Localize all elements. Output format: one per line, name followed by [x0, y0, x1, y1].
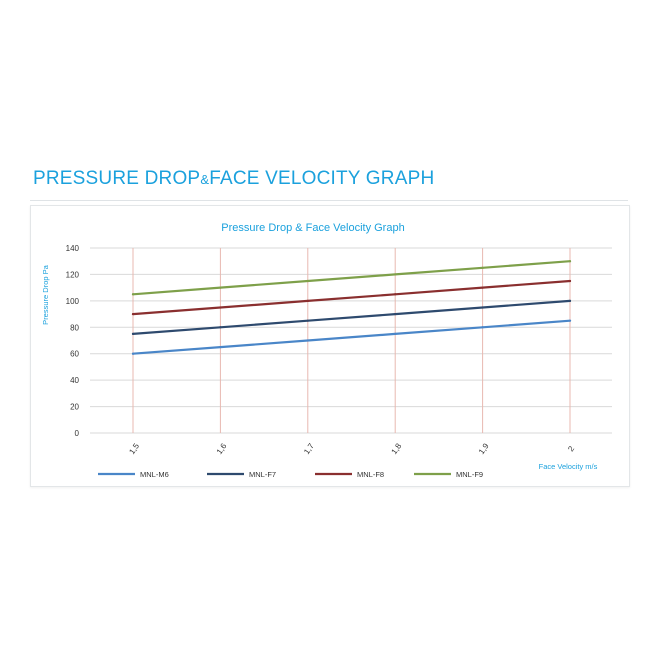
- data-point-mnl-f8: [306, 299, 309, 302]
- series-line-mnl-f7: [131, 299, 572, 335]
- y-tick-label: 20: [70, 403, 79, 412]
- x-tick-label: 1,7: [302, 441, 316, 456]
- heading-part1: PRESSURE DROP: [33, 168, 201, 189]
- data-point-mnl-f9: [219, 286, 222, 289]
- data-point-mnl-f8: [219, 306, 222, 309]
- chart-title: Pressure Drop & Face Velocity Graph: [221, 222, 404, 234]
- data-point-mnl-m6: [131, 352, 135, 355]
- data-point-mnl-f7: [481, 306, 484, 309]
- data-point-mnl-f7: [131, 332, 135, 335]
- x-axis-label: Face Velocity m/s: [539, 462, 598, 471]
- legend-label: MNL-F8: [357, 470, 384, 479]
- data-point-mnl-m6: [394, 332, 397, 335]
- legend-label: MNL-F9: [456, 470, 483, 479]
- data-point-mnl-f8: [131, 312, 135, 316]
- heading-part2: FACE VELOCITY GRAPH: [209, 168, 435, 189]
- legend-label: MNL-F7: [249, 470, 276, 479]
- data-point-mnl-f7: [394, 312, 397, 316]
- y-tick-label: 100: [66, 297, 80, 306]
- data-point-mnl-m6: [481, 326, 484, 329]
- data-point-mnl-m6: [306, 339, 309, 342]
- data-point-mnl-m6: [568, 319, 572, 322]
- y-tick-label: 0: [75, 429, 80, 438]
- data-point-mnl-f7: [306, 319, 309, 322]
- x-tick-label: 2: [566, 444, 576, 453]
- series-line-mnl-m6: [131, 319, 572, 355]
- legend-label: MNL-M6: [140, 470, 169, 479]
- data-point-mnl-f8: [481, 286, 484, 289]
- y-tick-label: 120: [66, 270, 80, 279]
- y-tick-label: 60: [70, 350, 79, 359]
- series-line-mnl-f8: [131, 279, 572, 316]
- data-point-mnl-f9: [131, 293, 135, 296]
- data-point-mnl-f9: [481, 266, 484, 269]
- x-tick-label: 1,9: [477, 441, 491, 456]
- data-point-mnl-m6: [219, 346, 222, 349]
- y-tick-label: 140: [66, 244, 80, 253]
- x-tick-label: 1,6: [215, 441, 229, 456]
- data-point-mnl-f8: [568, 279, 572, 283]
- y-axis-label: Pressure Drop Pa: [41, 264, 50, 324]
- data-point-mnl-f7: [219, 326, 222, 329]
- data-point-mnl-f9: [394, 273, 397, 276]
- x-tick-label: 1,8: [390, 441, 404, 456]
- data-point-mnl-f7: [568, 299, 572, 302]
- data-point-mnl-f9: [568, 260, 572, 263]
- page-heading: PRESSURE DROP&FACE VELOCITY GRAPH: [33, 168, 434, 190]
- chart-frame: [30, 205, 630, 487]
- heading-divider: [30, 200, 628, 201]
- data-point-mnl-f8: [394, 293, 397, 296]
- y-tick-label: 40: [70, 376, 79, 385]
- series-line-mnl-f9: [131, 260, 572, 296]
- x-tick-label: 1,5: [127, 441, 141, 456]
- heading-amp: &: [200, 172, 210, 187]
- data-point-mnl-f9: [306, 279, 309, 283]
- y-tick-label: 80: [70, 323, 79, 332]
